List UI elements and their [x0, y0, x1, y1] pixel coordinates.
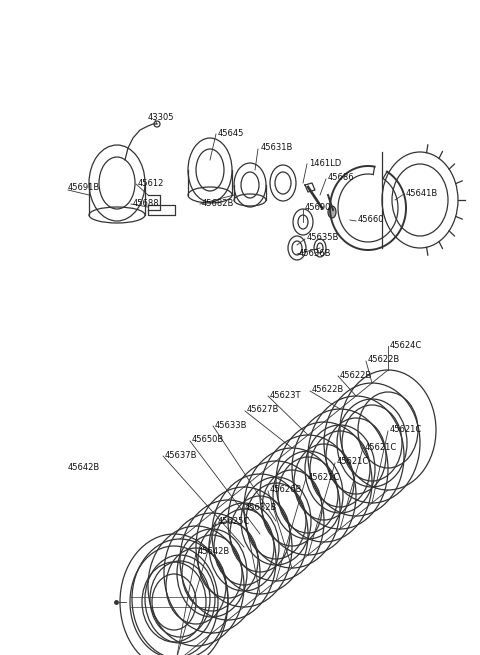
- Text: 45641B: 45641B: [406, 189, 438, 198]
- Text: 45650B: 45650B: [192, 436, 224, 445]
- Text: 45633B: 45633B: [215, 421, 248, 430]
- Text: 45621C: 45621C: [390, 426, 422, 434]
- Text: 45621C: 45621C: [337, 457, 369, 466]
- Text: 45622B: 45622B: [312, 386, 344, 394]
- Text: 45637B: 45637B: [165, 451, 197, 460]
- Text: 45624C: 45624C: [390, 341, 422, 350]
- Text: 45660: 45660: [358, 215, 384, 225]
- Ellipse shape: [328, 206, 336, 218]
- Text: 45631B: 45631B: [261, 143, 293, 153]
- Text: 1461LD: 1461LD: [309, 159, 341, 168]
- Text: 45645: 45645: [218, 128, 244, 138]
- Text: 45635B: 45635B: [307, 233, 339, 242]
- Text: 45622B: 45622B: [368, 356, 400, 364]
- Text: 45621C: 45621C: [308, 472, 340, 481]
- Text: 45612: 45612: [138, 179, 164, 187]
- Text: 45625C: 45625C: [218, 517, 250, 527]
- Text: 45632B: 45632B: [245, 502, 277, 512]
- Text: 45691B: 45691B: [68, 183, 100, 193]
- Text: 45627B: 45627B: [247, 405, 279, 415]
- Text: 45626B: 45626B: [270, 485, 302, 495]
- Text: 45636B: 45636B: [299, 248, 332, 257]
- Text: 45686: 45686: [328, 174, 355, 183]
- Text: 45623T: 45623T: [270, 390, 301, 400]
- Text: 45622B: 45622B: [340, 371, 372, 379]
- Text: 45621C: 45621C: [365, 443, 397, 451]
- Text: 45642B: 45642B: [68, 464, 100, 472]
- Text: 45682B: 45682B: [202, 198, 234, 208]
- Text: 45688: 45688: [133, 198, 160, 208]
- Text: 45642B: 45642B: [198, 548, 230, 557]
- Text: 45690: 45690: [305, 204, 331, 212]
- Text: 43305: 43305: [148, 113, 175, 122]
